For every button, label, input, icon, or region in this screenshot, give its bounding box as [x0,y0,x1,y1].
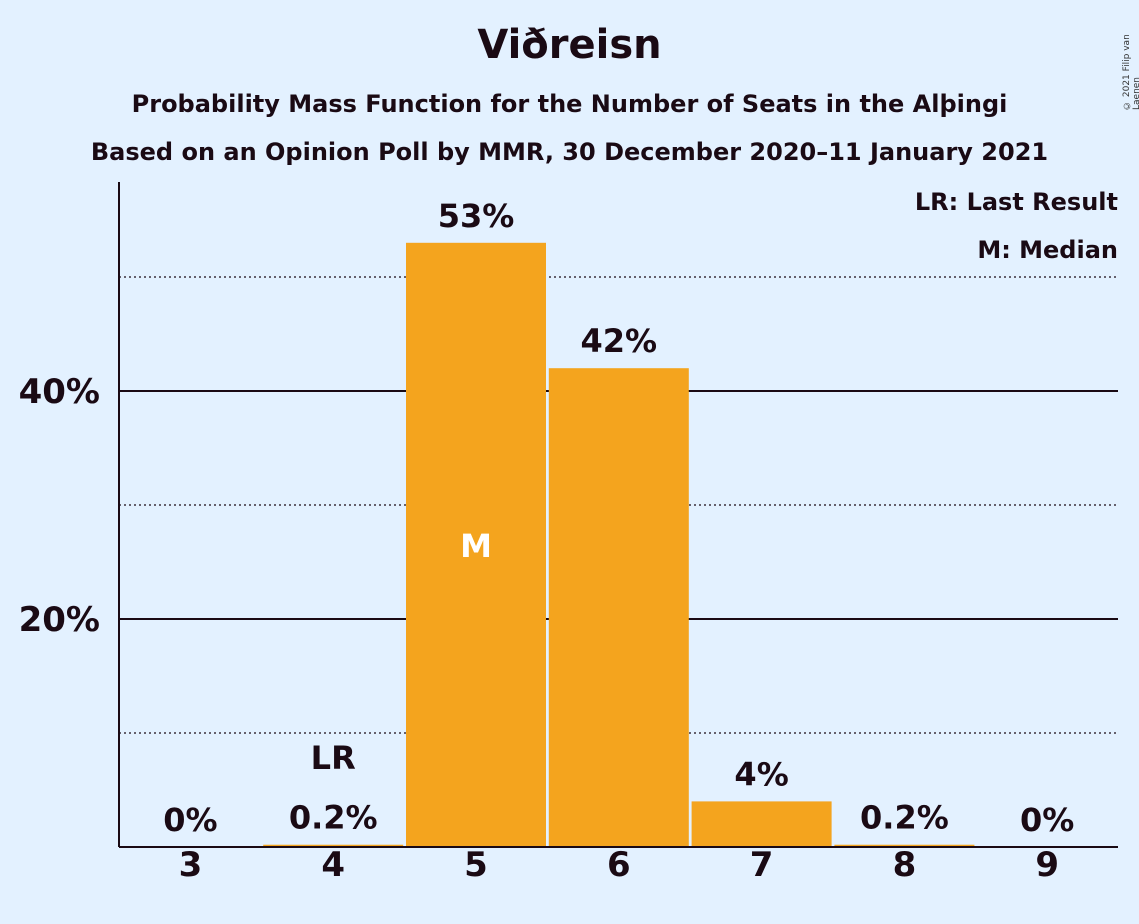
data-label: 0.2% [860,799,949,837]
bar-seat-4 [263,844,404,847]
legend-last-result: LR: Last Result [915,188,1118,216]
data-label: 0% [1020,801,1074,839]
bar-seat-5 [406,242,546,848]
median-marker: M [460,527,492,565]
data-label: 53% [438,197,515,235]
bar-seat-8 [834,844,975,847]
x-tick-label: 6 [607,845,631,885]
data-label: 0% [163,801,217,839]
chart-source-line: Based on an Opinion Poll by MMR, 30 Dece… [90,138,1049,166]
last-result-marker: LR [311,739,356,777]
x-tick-label: 5 [464,845,488,885]
data-label: 0.2% [289,799,378,837]
legend-median: M: Median [977,236,1118,264]
y-tick-label: 40% [19,372,100,412]
bar-seat-6 [548,368,689,847]
bars [263,242,975,848]
x-tick-label: 4 [321,845,345,885]
x-tick-label: 9 [1035,845,1059,885]
data-label: 4% [734,755,788,793]
y-tick-label: 20% [19,600,100,640]
axes [118,182,1118,848]
x-tick-label: 3 [179,845,203,885]
chart-title: Viðreisn [477,22,662,68]
labels: 20% 40% 3 0% 4 0.2% 5 53% 6 42% 7 4% 8 0.2% 9 0% LR M [19,197,1075,885]
data-label: 42% [581,322,658,360]
x-tick-label: 8 [893,845,917,885]
bar-seat-7 [691,801,832,847]
x-tick-label: 7 [750,845,774,885]
chart-subtitle: Probability Mass Function for the Number… [131,90,1008,118]
